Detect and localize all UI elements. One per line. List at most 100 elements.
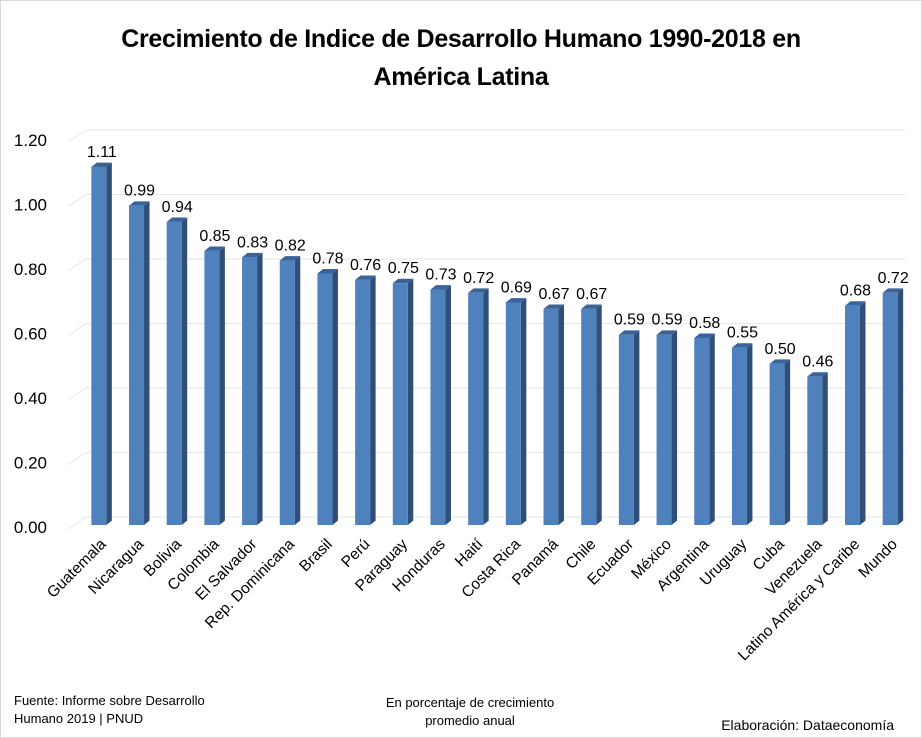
- bar: [731, 343, 753, 525]
- bar-side: [294, 256, 301, 525]
- bar-top: [656, 330, 678, 335]
- bar-front: [618, 334, 634, 525]
- data-label: 0.99: [124, 183, 155, 200]
- bar-front: [505, 302, 521, 525]
- y-tick-label: 0.20: [14, 454, 47, 473]
- gridline-depth: [67, 516, 87, 530]
- bar: [204, 246, 225, 525]
- bar-front: [731, 347, 747, 525]
- bar-side: [483, 288, 489, 525]
- bar-side: [859, 301, 866, 525]
- data-label: 0.58: [689, 315, 720, 332]
- data-label: 0.85: [199, 228, 230, 245]
- bars: [91, 162, 904, 526]
- y-tick-label: 0.60: [14, 325, 47, 344]
- bar: [844, 301, 866, 525]
- data-label: 0.46: [802, 354, 833, 371]
- unit-note-line-2: promedio anual: [425, 713, 515, 728]
- bar-front: [656, 334, 672, 525]
- bar-top: [166, 217, 188, 222]
- bar: [355, 275, 376, 525]
- gridline-depth: [67, 258, 87, 272]
- gridline-depth: [67, 194, 87, 207]
- bar: [91, 162, 112, 525]
- data-label: 0.69: [501, 279, 532, 296]
- bar-top: [279, 256, 301, 261]
- bar: [882, 288, 904, 525]
- bar: [656, 330, 678, 525]
- bar: [166, 217, 188, 525]
- bar-side: [257, 252, 263, 526]
- data-label: 0.59: [614, 312, 645, 329]
- gridline-depth: [67, 323, 87, 336]
- bar-top: [543, 304, 565, 309]
- bar-top: [242, 252, 263, 258]
- bar-front: [204, 250, 220, 525]
- bar-top: [129, 201, 150, 206]
- bar-side: [181, 217, 188, 525]
- bar: [392, 278, 414, 525]
- bar: [618, 330, 640, 525]
- data-label: 0.72: [463, 270, 494, 287]
- bar-side: [144, 201, 150, 525]
- y-tick-label: 0.40: [14, 389, 47, 408]
- unit-note-line-1: En porcentaje de crecimiento: [385, 695, 555, 710]
- data-labels: 1.11 0.99 0.94 0.85 0.83 0.82 0.78 0.76 0.75 0.73…: [87, 144, 909, 371]
- gridline-depth: [67, 452, 87, 465]
- bar-side: [219, 246, 225, 525]
- bar-top: [844, 301, 866, 306]
- bar-top: [769, 359, 791, 364]
- bar-front: [166, 221, 182, 525]
- bar: [430, 285, 451, 525]
- bar: [317, 269, 338, 525]
- data-label: 0.67: [538, 286, 569, 303]
- bar-side: [106, 162, 112, 525]
- data-label: 0.82: [275, 238, 306, 255]
- bar: [581, 304, 602, 525]
- bar: [769, 359, 791, 525]
- bar-side: [897, 288, 904, 525]
- bar-top: [355, 275, 376, 280]
- bar-top: [392, 278, 414, 284]
- bar-front: [807, 376, 823, 525]
- bar: [505, 298, 527, 525]
- y-axis: 0.00 0.20 0.40 0.60 0.80 1.00 1.20: [14, 131, 47, 537]
- bar-front: [694, 337, 710, 525]
- bar-side: [822, 372, 828, 525]
- bar-side: [709, 333, 715, 525]
- bar-top: [581, 304, 602, 309]
- bar-side: [370, 275, 376, 525]
- bar-side: [671, 330, 678, 525]
- bar-top: [505, 298, 527, 303]
- data-label: 0.55: [727, 325, 758, 342]
- credit-note: Elaboración: Dataeconomía: [721, 717, 894, 733]
- bar-front: [581, 308, 597, 525]
- bar-side: [784, 359, 791, 525]
- bar: [129, 201, 150, 525]
- bar: [807, 372, 828, 525]
- data-label: 0.72: [878, 270, 909, 287]
- bar-top: [204, 246, 225, 251]
- chart-title-line-1: Crecimiento de Indice de Desarrollo Huma…: [121, 25, 801, 53]
- data-label: 0.73: [425, 267, 456, 284]
- bar-top: [430, 285, 451, 290]
- unit-note: En porcentaje de crecimiento promedio an…: [360, 694, 580, 730]
- y-tick-label: 1.20: [14, 131, 47, 150]
- data-label: 0.94: [162, 199, 193, 216]
- bar-front: [279, 260, 295, 525]
- data-label: 0.78: [312, 250, 343, 267]
- bar-top: [317, 269, 338, 274]
- y-tick-label: 0.00: [14, 518, 47, 537]
- bar-front: [317, 273, 333, 525]
- bar-front: [355, 279, 371, 525]
- bar-front: [430, 289, 446, 525]
- bar-side: [746, 343, 753, 525]
- data-label: 0.75: [388, 260, 419, 277]
- y-tick-label: 1.00: [14, 196, 47, 215]
- bar-side: [407, 278, 414, 525]
- bar: [694, 333, 715, 525]
- data-label: 0.83: [237, 234, 268, 251]
